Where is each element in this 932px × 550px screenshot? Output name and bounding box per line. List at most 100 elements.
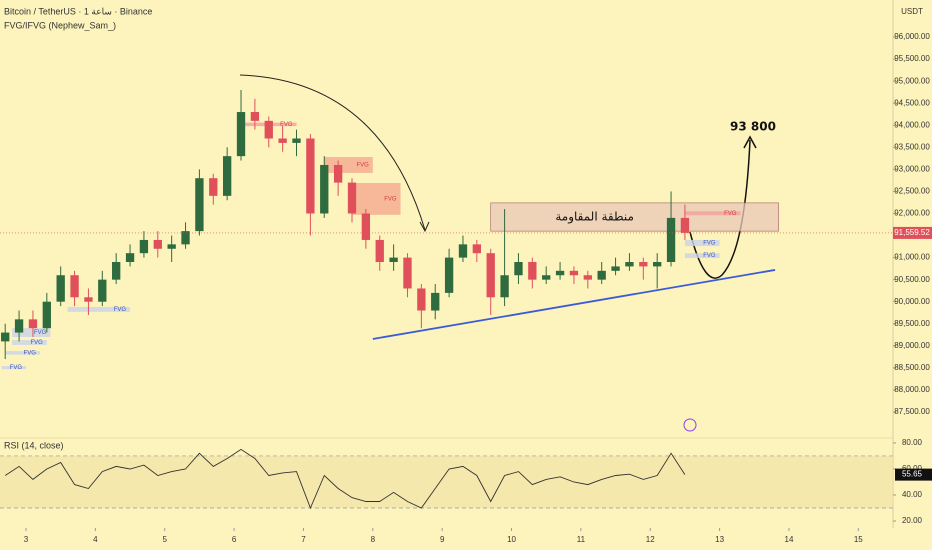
candle-body <box>42 301 51 329</box>
candle-body <box>98 279 107 302</box>
x-tick-label: 14 <box>785 535 794 544</box>
candle-body <box>472 244 482 254</box>
rsi-tick-label: 80.00 <box>902 438 923 447</box>
y-tick-label: 89,500.00 <box>894 319 930 328</box>
candle-body <box>444 257 454 293</box>
candle-body <box>417 288 426 311</box>
candle-body <box>431 292 440 311</box>
y-tick-label: 89,000.00 <box>894 341 930 350</box>
candle-body <box>680 217 690 233</box>
y-tick-label: 87,500.00 <box>894 407 930 416</box>
candle-body <box>597 270 606 280</box>
y-tick-label: 96,000.00 <box>894 32 930 41</box>
fvg-zone <box>5 351 40 355</box>
fvg-zone <box>351 183 401 215</box>
fvg-label: FVG <box>114 307 127 313</box>
candle-body <box>625 262 634 267</box>
currency: USDT <box>901 7 923 16</box>
candle-body <box>236 112 246 157</box>
rsi-tick-label: 60.00 <box>902 464 923 473</box>
arrow-head <box>419 221 430 233</box>
fvg-zone <box>684 239 720 247</box>
x-tick-label: 11 <box>577 535 586 544</box>
candle-body <box>569 270 579 276</box>
candle-body <box>195 178 204 232</box>
rsi-tick-label: 40.00 <box>902 490 923 499</box>
candle-body <box>14 319 24 333</box>
candle-body <box>320 164 329 214</box>
y-tick-label: 93,000.00 <box>894 164 930 173</box>
y-tick-label: 90,500.00 <box>894 275 930 284</box>
fvg-zone <box>684 253 720 259</box>
x-tick-label: 15 <box>854 535 863 544</box>
candle-body <box>167 244 176 249</box>
y-tick-label: 92,000.00 <box>894 209 930 218</box>
fvg-label: FVG <box>384 197 397 203</box>
y-tick-label: 88,500.00 <box>894 363 930 372</box>
candle-body <box>555 270 565 276</box>
fvg-label: FVG <box>703 241 716 247</box>
x-tick-label: 9 <box>440 535 445 544</box>
y-tick-label: 94,000.00 <box>894 120 930 129</box>
x-tick-label: 13 <box>715 535 724 544</box>
y-tick-label: 88,000.00 <box>894 385 930 394</box>
projection-path <box>689 139 751 279</box>
candle-body <box>264 120 273 139</box>
x-tick-label: 10 <box>507 535 516 544</box>
fvg-zone <box>12 328 51 337</box>
fvg-label: FVG <box>703 253 716 259</box>
last-price-tag <box>893 226 932 239</box>
candle-body <box>347 182 357 214</box>
candle-body <box>361 213 371 240</box>
x-tick-label: 4 <box>93 535 98 544</box>
fvg-zone <box>67 306 131 312</box>
candle-body <box>306 138 315 214</box>
candle-body <box>458 244 468 258</box>
candle-body <box>84 297 93 302</box>
y-tick-label: 91,000.00 <box>894 253 930 262</box>
y-tick-label: 95,500.00 <box>894 54 930 63</box>
candle-body <box>1 332 10 342</box>
x-tick-label: 6 <box>232 535 237 544</box>
fvg-zone <box>684 211 741 216</box>
candle-body <box>125 253 135 263</box>
candle-body <box>583 275 592 280</box>
candle-body <box>666 217 676 263</box>
candle-body <box>333 164 343 183</box>
fvg-label: FVG <box>356 163 369 169</box>
rsi-line <box>4 448 686 510</box>
candle-body <box>292 138 301 143</box>
fvg-label: FVG <box>30 340 43 346</box>
candle-body <box>639 262 648 267</box>
candle-body <box>514 262 523 276</box>
event-icon <box>683 418 697 432</box>
projection-arrow <box>743 135 757 149</box>
candle-body <box>209 178 218 196</box>
candle-body <box>486 253 495 298</box>
candle-body <box>56 275 65 302</box>
candle-body <box>181 231 190 245</box>
rsi-title: RSI (14, close) <box>4 440 64 450</box>
candle-body <box>375 239 384 263</box>
y-tick-label: 95,000.00 <box>894 76 930 85</box>
last-price-label: 91,559.52 <box>894 228 930 237</box>
candle-body <box>528 262 537 280</box>
y-tick-label: 90,000.00 <box>894 297 930 306</box>
candle-body <box>403 257 412 289</box>
candle-body <box>653 262 662 267</box>
y-tick-label: 94,500.00 <box>894 98 930 107</box>
fvg-zone <box>12 340 47 345</box>
fvg-label: FVG <box>34 330 47 336</box>
target-label: 93 800 <box>730 120 776 134</box>
x-tick-label: 5 <box>163 535 168 544</box>
trendline <box>372 269 776 340</box>
y-tick-label: 93,500.00 <box>894 142 930 151</box>
x-tick-label: 12 <box>646 535 655 544</box>
candle-body <box>389 257 398 263</box>
rsi-band <box>0 455 893 508</box>
fvg-label: FVG <box>724 211 737 217</box>
candle-body <box>112 262 121 280</box>
candle-body <box>139 239 149 254</box>
